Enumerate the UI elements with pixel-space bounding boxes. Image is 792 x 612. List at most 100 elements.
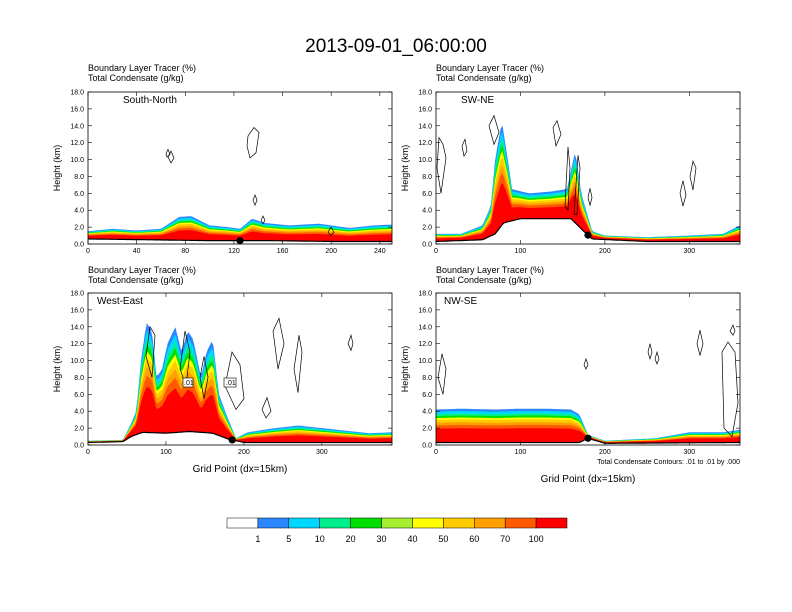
condensate-contour-2-3 [488, 114, 500, 146]
condensate-contour-4-2 [583, 357, 589, 370]
panel-2-label: SW-NE [461, 95, 494, 106]
y-tick-label-4-5: 10.0 [418, 358, 432, 365]
colorbar-label-6: 40 [407, 534, 417, 544]
condensate-contour-3-8 [261, 396, 272, 419]
y-tick-label-2-4: 8.0 [422, 174, 432, 181]
colorbar-label-7: 50 [438, 534, 448, 544]
x-tick-label-1-3: 120 [228, 248, 240, 255]
panel-3-label: West-East [97, 296, 143, 307]
x-tick-label-1-2: 80 [181, 248, 189, 255]
panel-4-label: NW-SE [444, 296, 477, 307]
y-tick-label-1-4: 8.0 [74, 174, 84, 181]
condensate-contour-2-4 [552, 119, 562, 148]
y-tick-label-2-0: 0.0 [422, 242, 432, 249]
condensate-contour-2-7 [587, 188, 593, 207]
colorbar-box-7 [412, 517, 444, 529]
y-tick-label-1-7: 14.0 [70, 123, 84, 130]
x-tick-label-4-1: 100 [515, 449, 527, 456]
colorbar-box-9 [474, 517, 506, 529]
panel-nw-se: Boundary Layer Tracer (%) Total Condensa… [400, 265, 741, 485]
contour-label-2: .01 [226, 380, 236, 387]
panel-2-y-axis-label: Height (km) [400, 145, 410, 192]
y-tick-label-3-9: 18.0 [70, 291, 84, 298]
panel-1-label: South-North [123, 95, 177, 106]
y-tick-label-4-1: 2.0 [422, 426, 432, 433]
y-tick-label-2-5: 10.0 [418, 157, 432, 164]
colorbar-label-8: 60 [469, 534, 479, 544]
y-tick-label-3-1: 2.0 [74, 426, 84, 433]
x-tick-label-2-3: 300 [683, 248, 695, 255]
tracer-band-1-9 [88, 230, 392, 242]
panel-3-title-line1: Boundary Layer Tracer (%) [88, 265, 196, 275]
y-tick-label-2-1: 2.0 [422, 225, 432, 232]
panel-sw-ne: Boundary Layer Tracer (%) Total Condensa… [400, 63, 741, 255]
condensate-contour-1-2 [167, 150, 175, 164]
colorbar-box-10 [504, 517, 537, 529]
colorbar-box-1 [226, 517, 259, 529]
plot-frame-3 [87, 292, 393, 446]
condensate-contour-3-1 [145, 325, 156, 378]
condensate-contour-1-5 [260, 215, 266, 225]
panel-4-x-axis-label: Grid Point (dx=15km) [541, 474, 636, 485]
x-tick-label-1-1: 40 [133, 248, 141, 255]
panel-1-y-axis-label: Height (km) [52, 145, 62, 192]
y-tick-label-2-6: 12.0 [418, 140, 432, 147]
location-marker-3 [228, 436, 236, 444]
panel-south-north: Boundary Layer Tracer (%) Total Condensa… [52, 63, 393, 255]
y-tick-label-3-8: 16.0 [70, 307, 84, 314]
condensate-contour-4-6 [721, 341, 739, 438]
y-tick-label-3-7: 14.0 [70, 324, 84, 331]
x-tick-label-1-4: 160 [277, 248, 289, 255]
colorbar-box-3 [288, 517, 320, 529]
plot-frame-2 [435, 91, 741, 245]
condensate-contour-2-6 [573, 155, 581, 215]
condensate-contour-1-3 [165, 148, 171, 158]
colorbar-label-5: 30 [377, 534, 387, 544]
colorbar-box-11 [535, 517, 568, 529]
condensate-contour-1-1 [246, 126, 260, 159]
x-tick-label-1-6: 240 [374, 248, 386, 255]
x-tick-label-2-2: 200 [599, 248, 611, 255]
x-tick-label-3-0: 0 [86, 449, 90, 456]
plot-frame-4 [435, 292, 741, 446]
colorbar-label-9: 70 [500, 534, 510, 544]
panel-3-y-axis-label: Height (km) [52, 346, 62, 393]
location-marker-2 [584, 231, 592, 239]
colorbar-box-5 [350, 517, 382, 529]
y-tick-label-4-6: 12.0 [418, 341, 432, 348]
panel-4-title-line1: Boundary Layer Tracer (%) [436, 265, 544, 275]
y-tick-label-4-8: 16.0 [418, 307, 432, 314]
panel-2-title-line2: Total Condensate (g/kg) [436, 73, 532, 83]
y-tick-label-4-7: 14.0 [418, 324, 432, 331]
y-tick-label-2-2: 4.0 [422, 208, 432, 215]
condensate-contour-3-5 [272, 317, 285, 370]
colorbar-label-10: 100 [529, 534, 544, 544]
condensate-contour-3-6 [293, 335, 303, 393]
terrain-fill-3 [88, 431, 392, 445]
panel-3-title-line2: Total Condensate (g/kg) [88, 275, 184, 285]
condensate-contour-4-4 [654, 350, 660, 365]
contour-label-box-1 [182, 377, 194, 388]
colorbar-label-3: 10 [315, 534, 325, 544]
y-tick-label-3-0: 0.0 [74, 443, 84, 450]
y-tick-label-2-9: 18.0 [418, 90, 432, 97]
y-tick-label-1-2: 4.0 [74, 208, 84, 215]
x-tick-label-1-5: 200 [325, 248, 337, 255]
panel-1-title-line1: Boundary Layer Tracer (%) [88, 63, 196, 73]
panel-1-title-line2: Total Condensate (g/kg) [88, 73, 184, 83]
condensate-contour-4-5 [696, 330, 704, 356]
contour-label-box-2 [223, 377, 237, 388]
x-tick-label-2-1: 100 [515, 248, 527, 255]
y-tick-label-4-4: 8.0 [422, 375, 432, 382]
condensate-contour-2-9 [689, 160, 697, 191]
panel-west-east: Boundary Layer Tracer (%) Total Condensa… [52, 265, 393, 475]
condensate-contour-2-5 [564, 146, 571, 212]
x-tick-label-4-2: 200 [599, 449, 611, 456]
y-tick-label-3-2: 4.0 [74, 409, 84, 416]
panel-2-plot: 0.0 2.0 4.0 6.0 8.0 10.0 12.0 14.0 16.0 18.0 0 100 2… [418, 90, 741, 255]
y-tick-label-1-5: 10.0 [70, 157, 84, 164]
condensate-contour-1-6 [327, 226, 335, 237]
colorbar-box-6 [381, 517, 413, 529]
colorbar-box-4 [319, 517, 351, 529]
